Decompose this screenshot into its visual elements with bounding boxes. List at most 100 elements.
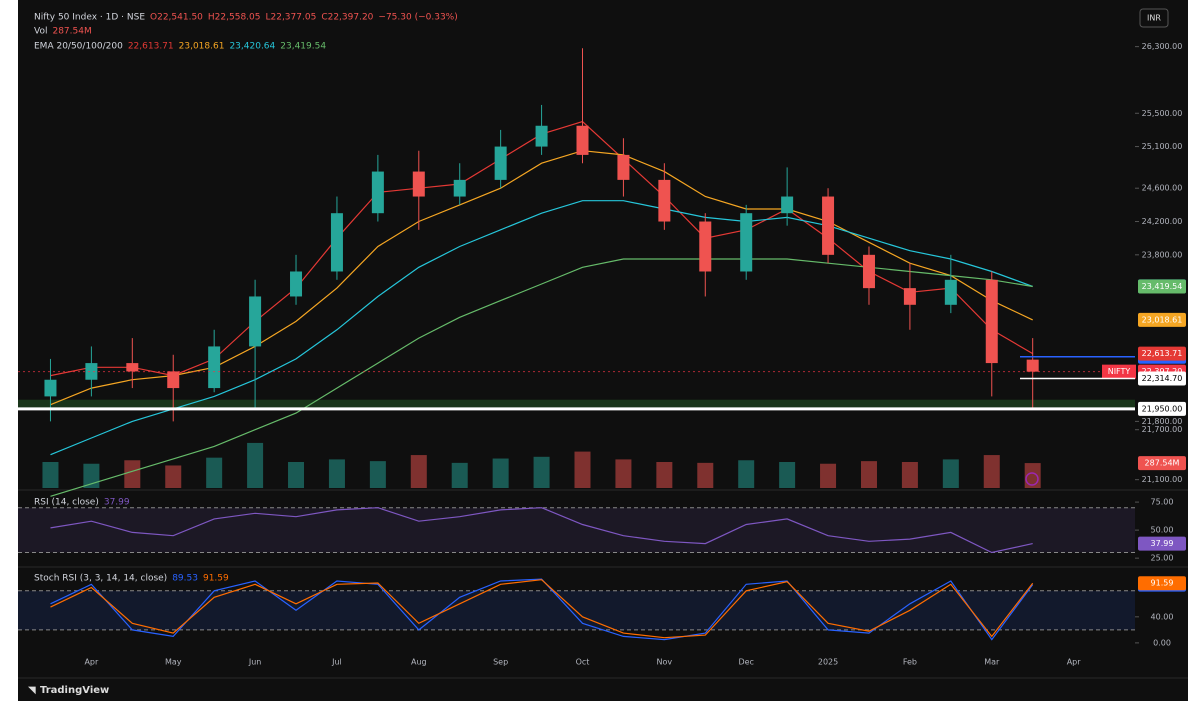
legend-text: L22,377.05 (265, 13, 316, 23)
candle-body (330, 213, 343, 272)
legend-text: EMA 20/50/100/200 (34, 42, 123, 52)
candle-body (208, 346, 221, 389)
legend-text: 89.53 (172, 574, 198, 584)
x-tick-label: Dec (738, 658, 753, 667)
y-tick-label: 21,700.00 (1142, 425, 1183, 434)
candle-body (494, 146, 507, 180)
y-tick-label: 25,500.00 (1142, 109, 1183, 118)
x-tick-label: Nov (657, 658, 673, 667)
candle-body (903, 288, 916, 305)
value-label-box (1138, 536, 1186, 551)
price-label: 23,419.54 (1142, 282, 1183, 291)
volume-bar (42, 462, 59, 488)
x-tick-label: Sep (493, 658, 508, 667)
x-tick-label: Oct (576, 658, 590, 667)
volume-label: 287.54M (1145, 459, 1180, 468)
volume-bar (697, 462, 714, 488)
legend-text: 91.59 (203, 574, 229, 584)
y-tick-label: 24,200.00 (1142, 217, 1183, 226)
x-tick-label: Aug (411, 658, 427, 667)
y-tick-label: 21,100.00 (1142, 475, 1183, 484)
volume-bar (738, 460, 755, 488)
candle-body (944, 279, 957, 305)
value-label-box (1138, 576, 1186, 591)
legend-text: 23,419.54 (280, 42, 326, 52)
volume-bar (901, 462, 918, 488)
volume-label-box (1138, 456, 1186, 471)
indicator-line (50, 200, 1033, 456)
x-tick-label: May (165, 658, 182, 667)
indicator-band (18, 590, 1135, 630)
legend-text: O22,541.50 (150, 13, 203, 23)
price-label: 22,613.71 (1142, 349, 1183, 358)
volume-bar (451, 462, 468, 488)
volume-bar (574, 451, 591, 488)
indicator-line (50, 579, 1034, 639)
x-tick-label: Apr (84, 658, 99, 667)
y-tick-label: 25,100.00 (1142, 142, 1183, 151)
volume-bar (942, 459, 959, 488)
volume-bar (656, 462, 673, 488)
currency-button[interactable] (1139, 8, 1169, 28)
candle-body (126, 363, 139, 372)
volume-bar (369, 461, 386, 488)
y-tick-label: 24,600.00 (1142, 184, 1183, 193)
y-tick-label: 26,300.00 (1142, 42, 1183, 51)
volume-bar (615, 459, 632, 488)
tag-box (1102, 364, 1136, 379)
value-label: 37.99 (1151, 539, 1174, 548)
volume-bar (288, 462, 305, 488)
volume-bar (247, 442, 264, 488)
candle-body (781, 196, 794, 214)
legend-text: 23,420.64 (229, 42, 275, 52)
candle-body (862, 254, 875, 289)
y-tick-label: 75.00 (1151, 498, 1174, 507)
candle-body (699, 221, 712, 272)
volume-bar (165, 465, 182, 488)
footer-logo: TradingView (40, 685, 109, 696)
volume-bar (983, 455, 1000, 488)
price-label-box (1138, 346, 1186, 361)
legend-text: 287.54M (52, 27, 91, 37)
candle-body (985, 279, 998, 364)
legend-text: RSI (14, close) (34, 498, 99, 508)
currency[interactable]: INR (1147, 14, 1161, 23)
price-label: 22,314.70 (1142, 374, 1183, 383)
volume-bar (124, 460, 141, 488)
logo-mark: ◥ (28, 685, 36, 696)
candle-body (44, 379, 57, 397)
volume-bar (820, 463, 837, 488)
legend-text: Vol (34, 27, 47, 37)
x-tick-label: Apr (1067, 658, 1082, 667)
volume-bar (206, 457, 223, 488)
price-label-box (1138, 401, 1186, 416)
x-tick-label: Feb (903, 658, 917, 667)
candle-body (85, 363, 98, 380)
legend-text: 23,018.61 (179, 42, 225, 52)
y-tick-label: 23,800.00 (1142, 250, 1183, 259)
candle-body (453, 179, 466, 197)
price-label: 21,950.00 (1142, 404, 1183, 413)
candle-body (740, 213, 753, 272)
candle-body (249, 296, 262, 347)
volume-bar (492, 458, 509, 488)
value-label: 91.59 (1151, 579, 1174, 588)
candle-body (371, 171, 384, 214)
legend-text: Stoch RSI (3, 3, 14, 14, close) (34, 574, 167, 584)
support-zone (18, 399, 1135, 409)
volume-bar (83, 463, 100, 488)
candle-body (576, 125, 589, 155)
x-tick-label: Mar (984, 658, 1000, 667)
volume-bar (533, 456, 550, 488)
legend-text: 22,613.71 (128, 42, 174, 52)
candle-body (167, 371, 180, 389)
tag-text: NIFTY (1108, 367, 1131, 376)
price-label-box (1138, 371, 1186, 386)
candle-body (822, 196, 835, 255)
x-tick-label: 2025 (818, 658, 838, 667)
volume-bar (328, 459, 345, 488)
y-tick-label: 50.00 (1151, 526, 1174, 535)
replay-button[interactable] (1025, 472, 1039, 486)
legend-text: −75.30 (−0.33%) (378, 13, 457, 23)
